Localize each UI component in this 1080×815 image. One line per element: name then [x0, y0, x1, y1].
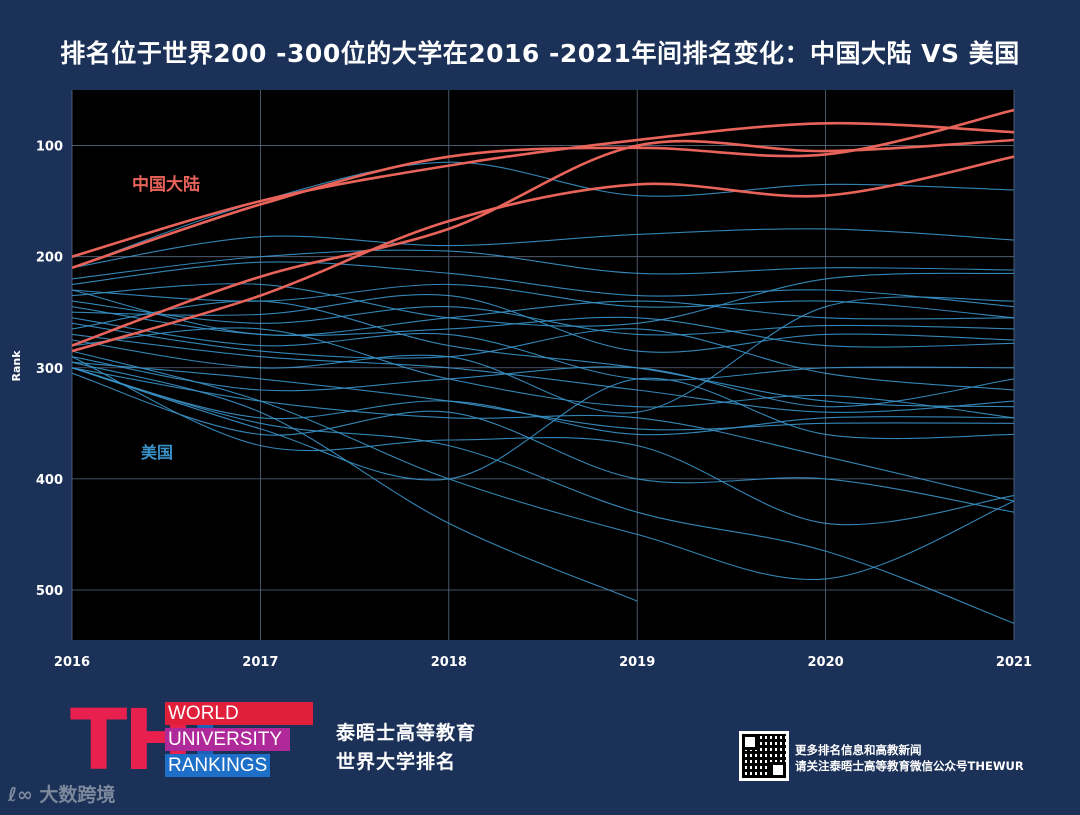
us-series-line — [71, 367, 1015, 436]
y-tick-label: 400 — [36, 473, 63, 488]
watermark-text: 大数跨境 — [39, 784, 116, 806]
x-tick-label: 2018 — [431, 655, 467, 670]
us-series-line — [71, 300, 1015, 336]
grid — [71, 90, 1015, 640]
us-series-line — [71, 372, 1015, 513]
us-series-line — [71, 300, 1015, 408]
us-series-line — [71, 161, 1015, 269]
follow-note-line1: 更多排名信息和高教新闻 — [795, 743, 922, 757]
china-label: 中国大陆 — [132, 174, 200, 195]
china-series-line — [71, 138, 1015, 347]
us-series-group — [71, 161, 1015, 624]
us-series-line — [71, 296, 1015, 414]
us-series-line — [71, 361, 638, 602]
brand-chinese-name: 泰晤士高等教育 世界大学排名 — [336, 719, 476, 777]
logo-word-rankings: RANKINGS — [165, 754, 270, 777]
follow-note-line2: 请关注泰晤士高等教育微信公众号THEWUR — [795, 759, 1024, 773]
us-series-line — [71, 350, 1015, 581]
qr-code — [739, 731, 789, 781]
axis-ticks: 2016 2017 2018 2019 2020 2021 100 200 300 400 500 — [36, 140, 1032, 670]
y-tick-label: 100 — [36, 140, 63, 155]
us-label: 美国 — [141, 443, 173, 462]
logo-word-world: WORLD — [165, 702, 313, 725]
us-series-line — [71, 367, 1015, 624]
y-tick-label: 200 — [36, 251, 63, 266]
x-tick-label: 2016 — [54, 655, 90, 670]
us-series-line — [71, 356, 1015, 526]
follow-note: 更多排名信息和高教新闻 请关注泰晤士高等教育微信公众号THEWUR — [795, 742, 1024, 774]
rank-line-chart: 2016 2017 2018 2019 2020 2021100200300400500 … — [10, 90, 1032, 670]
y-axis-label: Rank — [10, 350, 23, 382]
us-series-line — [71, 327, 1015, 419]
watermark-logo-icon: ℓ∞ — [8, 784, 40, 806]
us-series-line — [71, 306, 1015, 348]
plot-area — [72, 90, 1014, 640]
us-series-line — [71, 249, 1015, 280]
y-tick-label: 300 — [36, 362, 63, 377]
us-series-line — [71, 322, 1015, 391]
x-tick-label: 2019 — [619, 655, 655, 670]
the-logo: THE WORLD UNIVERSITY RANKINGS — [70, 698, 320, 782]
us-series-line — [71, 333, 1015, 413]
us-series-line — [71, 228, 1015, 269]
china-series-line — [71, 155, 1015, 353]
us-series-line — [71, 289, 1015, 336]
x-tick-label: 2020 — [808, 655, 844, 670]
us-label-bg — [113, 441, 231, 471]
y-tick-label: 500 — [36, 584, 63, 599]
china-series-line — [71, 121, 1015, 258]
china-series-group — [71, 108, 1015, 353]
logo-word-university: UNIVERSITY — [165, 728, 290, 751]
us-series-line — [71, 317, 1015, 381]
us-series-line — [71, 261, 1015, 308]
us-series-line — [71, 356, 1015, 408]
us-series-line — [71, 293, 1015, 353]
us-series-line — [71, 367, 1015, 502]
watermark: ℓ∞ 大数跨境 — [8, 780, 115, 807]
page-title: 排名位于世界200 -300位的大学在2016 -2021年间排名变化：中国大陆… — [60, 39, 1020, 68]
x-tick-label: 2021 — [996, 655, 1032, 670]
us-series-line — [71, 367, 1015, 481]
x-tick-label: 2017 — [242, 655, 278, 670]
brand-cn-line2: 世界大学排名 — [336, 751, 457, 773]
brand-cn-line1: 泰晤士高等教育 — [336, 722, 477, 744]
